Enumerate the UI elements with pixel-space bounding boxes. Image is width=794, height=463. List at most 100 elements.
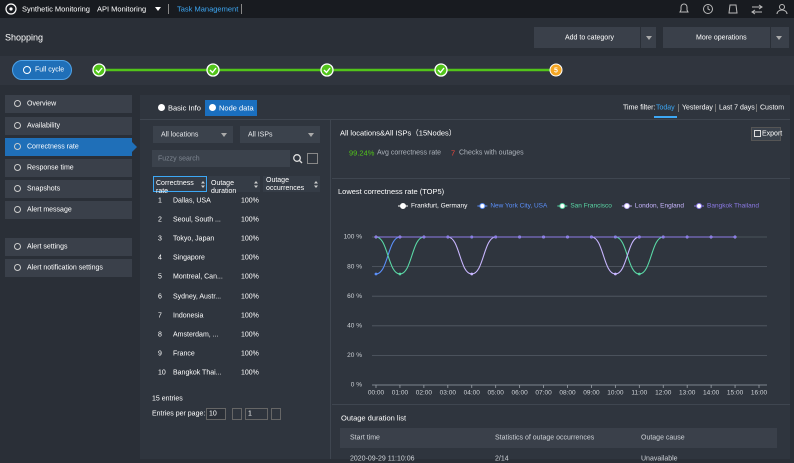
button-label[interactable]: More operations xyxy=(696,34,747,42)
column-header-label[interactable]: Correctness rate xyxy=(156,180,194,196)
outage-title: Outage duration list xyxy=(341,413,407,423)
outage-column: Outage cause xyxy=(641,434,685,442)
divider xyxy=(140,119,790,120)
row-number: 3 xyxy=(158,235,162,243)
row-location: Seoul, South ... xyxy=(173,216,221,224)
button-label[interactable]: Add to category xyxy=(565,34,615,42)
sidebar-item[interactable] xyxy=(5,201,132,219)
sort-icon[interactable] xyxy=(253,180,259,189)
button[interactable] xyxy=(534,27,656,48)
column-header[interactable] xyxy=(263,176,320,192)
column-header[interactable] xyxy=(153,176,207,192)
row-number: 8 xyxy=(158,331,162,339)
x-tick-label: 05:00 xyxy=(488,390,505,397)
top-bar xyxy=(0,0,794,18)
sidebar-label[interactable]: Availability xyxy=(27,122,60,130)
time-filter-option[interactable]: Custom xyxy=(760,104,785,112)
data-point xyxy=(398,272,402,276)
sidebar-label[interactable]: Snapshots xyxy=(27,185,61,193)
time-filter-option[interactable]: Today xyxy=(656,104,675,112)
location-select[interactable] xyxy=(153,126,233,143)
sidebar-item[interactable] xyxy=(5,95,132,113)
active-tab[interactable]: Task Management xyxy=(177,4,239,14)
legend-label: London, England xyxy=(635,203,685,210)
time-filter-option[interactable]: Yesterday xyxy=(682,104,713,112)
column-header-label[interactable]: Outage duration xyxy=(211,180,237,196)
sidebar-label[interactable]: Alert message xyxy=(27,206,72,214)
sidebar-label[interactable]: Response time xyxy=(27,164,74,172)
sidebar-item[interactable] xyxy=(5,180,132,198)
sidebar-item[interactable] xyxy=(5,117,132,135)
caret xyxy=(776,36,782,40)
isp-label[interactable]: All ISPs xyxy=(248,131,273,138)
row-rate: 100% xyxy=(241,331,259,339)
location-label[interactable]: All locations xyxy=(161,131,199,138)
data-point xyxy=(398,235,402,239)
legend-marker xyxy=(623,203,630,209)
legend-label: San Francisco xyxy=(570,203,612,210)
sort-icon[interactable] xyxy=(313,180,319,189)
entries-count: 15 entries xyxy=(152,395,183,403)
sidebar-label[interactable]: Correctness rate xyxy=(27,143,79,151)
outage-column: Statistics of outage occurrences xyxy=(495,434,595,442)
time-filter-option[interactable]: Last 7 days xyxy=(719,104,755,112)
active-pointer xyxy=(132,142,137,152)
search-input[interactable] xyxy=(152,150,290,167)
full-cycle-button[interactable] xyxy=(12,60,72,80)
row-rate: 100% xyxy=(241,197,259,205)
page-title: Shopping xyxy=(5,32,44,43)
tab-active-bg[interactable] xyxy=(205,100,257,116)
separator xyxy=(715,104,716,112)
avg-label: Avg correctness rate xyxy=(377,149,442,157)
separator xyxy=(168,4,169,14)
row-location: France xyxy=(173,350,195,358)
outage-label: Checks with outages xyxy=(459,149,524,157)
menu[interactable]: API Monitoring xyxy=(97,4,147,14)
row-location: Amsterdam, ... xyxy=(173,331,219,339)
chart: Lowest correctness rate (TOP5) 0 % 20 % 40… xyxy=(338,187,768,397)
outage-column: Start time xyxy=(350,434,380,442)
sidebar-icon xyxy=(14,143,21,150)
sidebar-item[interactable] xyxy=(5,259,132,277)
caret xyxy=(646,36,652,40)
sidebar-item[interactable] xyxy=(5,138,132,156)
tab-icon xyxy=(209,104,216,111)
button[interactable] xyxy=(663,27,789,48)
search-placeholder[interactable]: Fuzzy search xyxy=(158,155,200,162)
y-tick-label: 80 % xyxy=(347,263,362,270)
data-point xyxy=(542,235,545,239)
row-location: Dallas, USA xyxy=(173,197,211,205)
column-header-label[interactable]: Outage occurrences xyxy=(266,177,305,193)
sidebar-label[interactable]: Overview xyxy=(27,100,57,108)
sidebar-item[interactable] xyxy=(5,238,132,256)
next-button[interactable] xyxy=(271,408,281,420)
sidebar-label[interactable]: Alert notification settings xyxy=(27,264,103,272)
sidebar-label[interactable]: Alert settings xyxy=(27,243,68,251)
isp-select[interactable] xyxy=(240,126,320,143)
sidebar-icon xyxy=(14,264,21,271)
export-label[interactable]: Export xyxy=(762,130,783,138)
data-point xyxy=(709,235,713,239)
prev-button[interactable] xyxy=(232,408,242,420)
outage-cell: 2/14 xyxy=(495,455,509,463)
sidebar-item[interactable] xyxy=(5,159,132,177)
x-tick-label: 07:00 xyxy=(535,390,552,397)
data-point xyxy=(637,235,641,239)
per-page-select[interactable] xyxy=(206,408,226,420)
sort-icon[interactable] xyxy=(200,180,206,189)
y-tick-label: 0 % xyxy=(351,382,362,389)
sidebar-icon xyxy=(14,185,21,192)
page-value[interactable]: 1 xyxy=(248,410,252,418)
divider xyxy=(770,27,771,48)
chart-title: Lowest correctness rate (TOP5) xyxy=(338,187,445,196)
per-page-value[interactable]: 10 xyxy=(209,410,217,418)
search-icons[interactable] xyxy=(292,153,320,165)
column-header[interactable] xyxy=(208,176,260,192)
x-tick-label: 15:00 xyxy=(727,390,744,397)
tab-icon xyxy=(158,104,165,111)
tab-label[interactable]: Basic Info xyxy=(168,103,201,113)
tab-label[interactable]: Node data xyxy=(219,103,254,113)
full-cycle-label[interactable]: Full cycle xyxy=(35,66,65,74)
page-input[interactable] xyxy=(245,408,268,420)
data-point xyxy=(518,235,522,239)
